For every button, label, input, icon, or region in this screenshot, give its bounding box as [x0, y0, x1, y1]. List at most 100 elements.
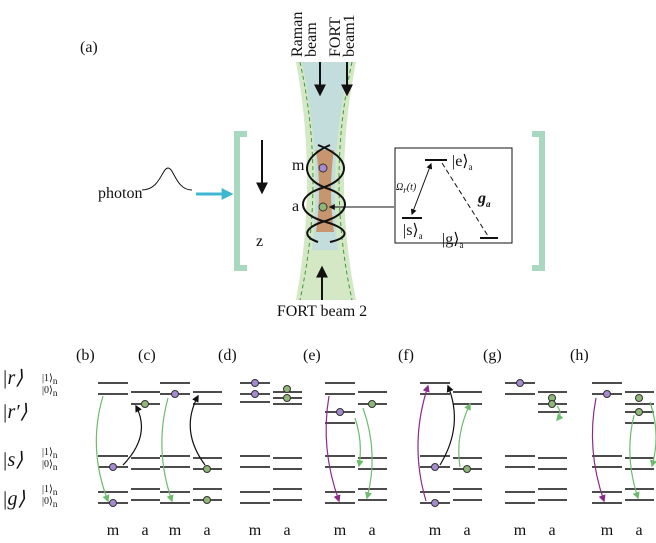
- atom-label: m: [292, 157, 305, 174]
- level-label: |s⟩: [2, 449, 23, 471]
- standing-wave: [302, 144, 346, 243]
- beam-label: FORT beam 2: [277, 303, 367, 320]
- panel-label: (d): [218, 347, 237, 364]
- atom-dot: [109, 463, 117, 471]
- atom-label: a: [548, 522, 555, 539]
- ket: |g⟩: [442, 231, 459, 248]
- atom-dot: [336, 408, 344, 416]
- ket: |s⟩: [403, 222, 419, 239]
- transition-arrow: [325, 395, 341, 503]
- atom-label: m: [107, 522, 120, 539]
- ket: |0⟩: [42, 496, 53, 507]
- fock-label: |1⟩n: [42, 484, 58, 497]
- subscript: a: [486, 199, 491, 209]
- level-label: |r′⟩: [2, 401, 28, 423]
- subscript: n: [53, 388, 58, 398]
- transition-arrow: [161, 397, 174, 503]
- atom-a: [318, 202, 328, 212]
- atom-dot: [635, 394, 643, 402]
- atom-dot: [141, 400, 149, 408]
- wavepacket: [141, 167, 193, 191]
- fock-label: |0⟩n: [42, 459, 58, 472]
- atom-label: a: [141, 522, 148, 539]
- atom-label: a: [368, 522, 375, 539]
- ket: |1⟩: [42, 484, 53, 495]
- symbol: Ω: [396, 182, 403, 193]
- transition-arrow: [362, 407, 373, 500]
- atom-dot: [548, 400, 556, 408]
- subscript: a: [419, 231, 423, 241]
- standing-wave: [306, 144, 346, 243]
- subscript: a: [469, 162, 473, 172]
- fock-label: |0⟩n: [42, 496, 58, 509]
- atom-dot: [431, 463, 439, 471]
- transition-arrow: [189, 394, 206, 466]
- subscript: n: [53, 376, 58, 386]
- atom-dot: [203, 465, 211, 473]
- level-label: |r⟩: [2, 367, 23, 389]
- atom-label: m: [601, 522, 614, 539]
- beam-label: beam1: [341, 14, 358, 57]
- panel-a: (a) Raman beam FORT beam1 m a FORT beam …: [80, 12, 545, 320]
- atom-dot: [171, 390, 179, 398]
- ket: |1⟩: [42, 373, 53, 384]
- subscript: n: [53, 450, 58, 460]
- transition-arrow: [354, 417, 364, 468]
- mirror: [234, 131, 247, 271]
- subscript: n: [53, 487, 58, 497]
- atom-dot: [109, 499, 117, 507]
- atom-label: m: [429, 522, 442, 539]
- coupling-label: ga: [477, 190, 491, 209]
- fock-label: |0⟩n: [42, 385, 58, 398]
- mirror: [532, 131, 545, 271]
- atom-label: a: [635, 522, 642, 539]
- state-label: |g⟩a: [442, 231, 463, 250]
- state-label: |e⟩a: [452, 153, 473, 172]
- rabi-label: Ωr(t): [396, 182, 417, 195]
- fock-label: |1⟩n: [42, 447, 58, 460]
- panel-label: (b): [76, 347, 95, 364]
- panel-label: (f): [398, 347, 414, 364]
- beam-label: Raman: [289, 12, 306, 57]
- beam-label: beam: [303, 22, 320, 57]
- transition-arrow: [591, 397, 606, 503]
- symbol: g: [477, 190, 486, 207]
- transition: [441, 162, 489, 237]
- atom-m: [318, 163, 328, 173]
- atom-label: a: [463, 522, 470, 539]
- subscript: a: [459, 240, 463, 250]
- panel-label: (g): [483, 347, 502, 364]
- photon-label: photon: [98, 185, 142, 202]
- subscript: n: [53, 499, 58, 509]
- transition-arrow: [458, 402, 471, 468]
- beam-label: FORT: [327, 17, 344, 57]
- atom-label: m: [334, 522, 347, 539]
- panel-label: (h): [570, 347, 589, 364]
- argument: (t): [407, 182, 417, 193]
- atom-dot: [251, 379, 259, 387]
- axis-label: z: [256, 233, 263, 250]
- atom-dot: [516, 379, 524, 387]
- panels: |1⟩n|0⟩n|1⟩n|0⟩n|1⟩n|0⟩n(b)m a(c)m a(d)m a(…: [42, 347, 656, 539]
- ket: |e⟩: [452, 153, 469, 170]
- atom-dot: [251, 390, 259, 398]
- panel-label: (e): [303, 347, 321, 364]
- state-label: |s⟩a: [403, 222, 423, 241]
- panel-label: (c): [138, 347, 156, 364]
- atom-dot: [203, 496, 211, 504]
- atom-label: a: [203, 522, 210, 539]
- transition-arrow: [629, 414, 640, 500]
- atom-label: m: [514, 522, 527, 539]
- ket: |1⟩: [42, 447, 53, 458]
- atom-dot: [431, 499, 439, 507]
- transition-arrow: [95, 395, 110, 503]
- subscript: n: [53, 462, 58, 472]
- atom-dot: [603, 390, 611, 398]
- atom-dot: [283, 385, 291, 393]
- level-label: |g⟩: [2, 488, 25, 510]
- transition-arrow: [439, 384, 455, 466]
- atom-dot: [635, 408, 643, 416]
- atom-dot: [463, 465, 471, 473]
- transition-arrow: [417, 384, 430, 502]
